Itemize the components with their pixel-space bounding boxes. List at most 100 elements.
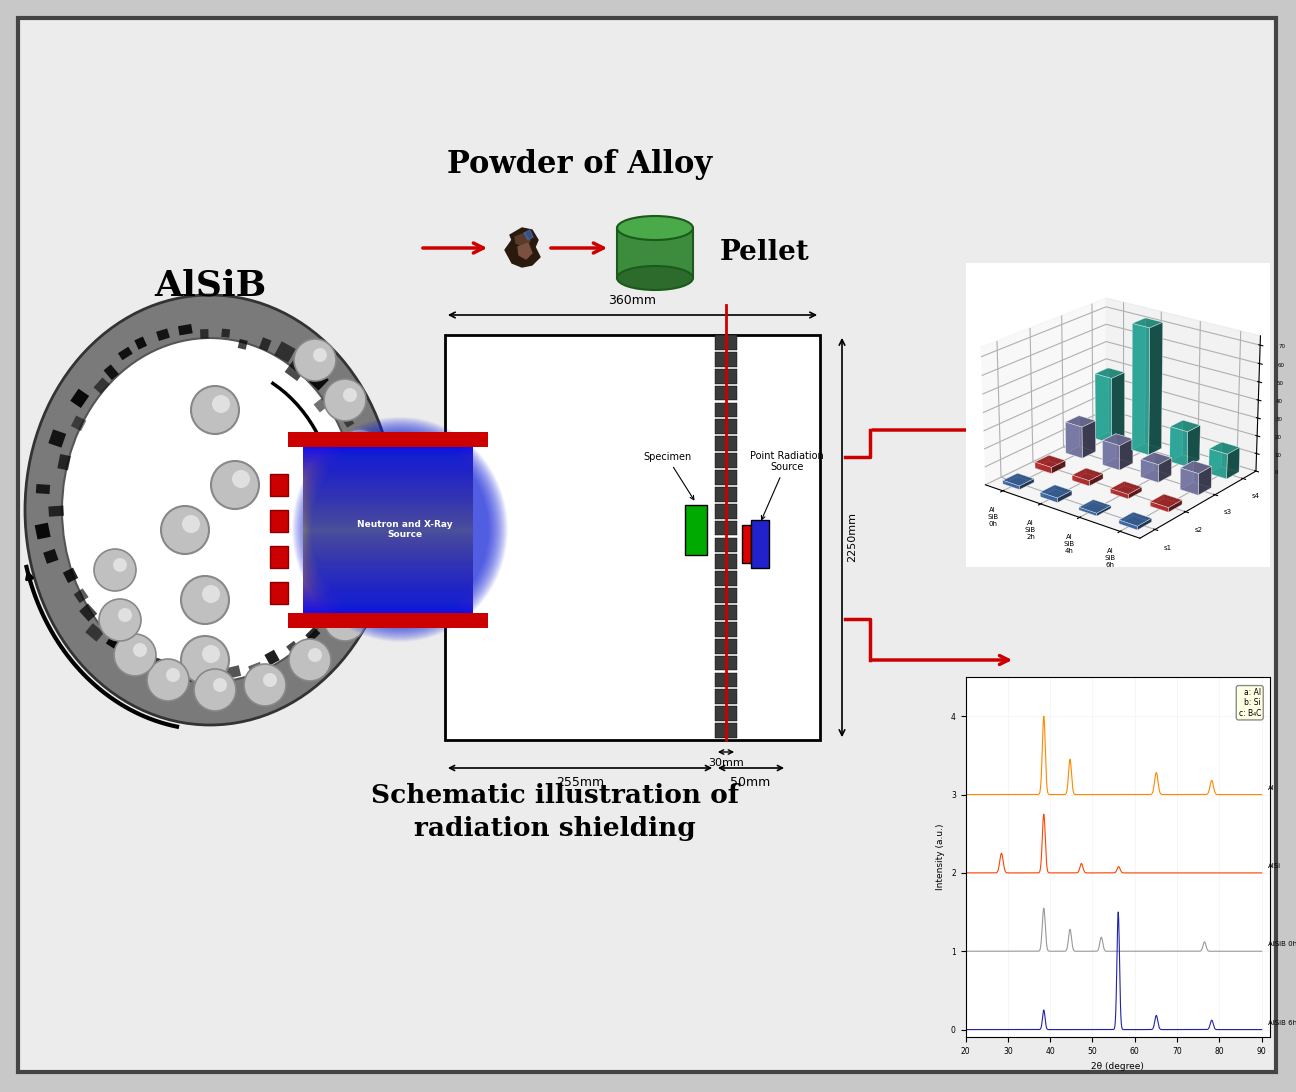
Bar (750, 521, 769, 568)
Ellipse shape (311, 436, 489, 622)
Bar (237, 339, 248, 349)
Circle shape (113, 558, 127, 572)
Bar (715, 537, 737, 553)
Bar (715, 385, 737, 401)
Bar (715, 470, 737, 485)
Bar (286, 641, 301, 656)
Bar (342, 505, 356, 515)
Bar (206, 670, 219, 685)
Circle shape (324, 379, 365, 422)
Text: 360mm: 360mm (609, 294, 657, 307)
Ellipse shape (297, 420, 504, 638)
Polygon shape (524, 230, 533, 240)
Text: AlSiB 0h: AlSiB 0h (1267, 941, 1296, 947)
Bar (715, 723, 737, 738)
Bar (285, 360, 306, 381)
Text: AlSiB 6h: AlSiB 6h (1267, 1020, 1296, 1025)
Ellipse shape (617, 266, 693, 290)
Bar (259, 337, 271, 352)
Polygon shape (515, 233, 530, 247)
Bar (715, 555, 737, 569)
Bar (222, 329, 231, 337)
Circle shape (146, 658, 189, 701)
Bar (306, 627, 320, 642)
Ellipse shape (301, 426, 499, 633)
Bar (715, 436, 737, 451)
Circle shape (181, 575, 229, 624)
Bar (715, 571, 737, 586)
Text: Point Radiation
Source: Point Radiation Source (750, 451, 824, 520)
Bar (336, 570, 347, 582)
Circle shape (289, 639, 330, 681)
Bar (715, 673, 737, 687)
Ellipse shape (310, 434, 491, 625)
Bar (715, 403, 737, 417)
Bar (275, 342, 295, 363)
Circle shape (191, 385, 238, 434)
Bar (104, 365, 119, 380)
Circle shape (365, 498, 380, 512)
Text: Pellet: Pellet (721, 238, 810, 265)
Bar (715, 453, 737, 468)
Circle shape (213, 395, 229, 413)
Bar (288, 432, 489, 448)
Circle shape (181, 515, 200, 533)
Circle shape (347, 489, 389, 531)
Ellipse shape (298, 423, 502, 636)
FancyBboxPatch shape (18, 17, 1277, 1072)
Circle shape (194, 669, 236, 711)
Circle shape (263, 673, 277, 687)
Bar (338, 547, 354, 562)
Ellipse shape (299, 424, 500, 634)
Circle shape (211, 461, 259, 509)
Circle shape (314, 348, 327, 363)
Ellipse shape (301, 425, 500, 633)
Circle shape (358, 558, 372, 572)
Text: Al: Al (1267, 785, 1275, 791)
Circle shape (343, 388, 356, 402)
Circle shape (358, 438, 372, 452)
Bar (715, 689, 737, 704)
Bar (715, 419, 737, 435)
Bar (715, 503, 737, 519)
Bar (319, 585, 337, 605)
Circle shape (308, 648, 321, 662)
Ellipse shape (297, 422, 503, 637)
Text: 30mm: 30mm (708, 758, 744, 768)
Bar (106, 636, 124, 652)
Text: AlSiB: AlSiB (154, 268, 266, 302)
Bar (166, 668, 179, 682)
Circle shape (343, 608, 356, 622)
Bar (264, 650, 280, 665)
Circle shape (340, 549, 381, 591)
Bar (187, 667, 198, 681)
Bar (359, 506, 373, 514)
Text: Powder of Alloy: Powder of Alloy (447, 150, 713, 180)
Bar (314, 399, 328, 413)
Bar (743, 525, 750, 563)
Circle shape (95, 549, 136, 591)
Text: Neutron and X-Ray
Source: Neutron and X-Ray Source (358, 520, 452, 539)
Ellipse shape (295, 420, 504, 639)
Bar (715, 621, 737, 637)
Bar (715, 335, 737, 349)
Bar (48, 429, 66, 448)
Ellipse shape (303, 428, 496, 631)
Bar (341, 412, 354, 428)
Bar (57, 454, 71, 471)
Bar (349, 456, 362, 472)
Circle shape (161, 506, 209, 554)
Bar (79, 603, 97, 621)
Bar (74, 589, 88, 603)
Ellipse shape (306, 431, 494, 628)
Circle shape (294, 339, 336, 381)
Ellipse shape (62, 339, 358, 682)
Circle shape (340, 429, 381, 471)
Bar (48, 506, 64, 517)
X-axis label: 2θ (degree): 2θ (degree) (1091, 1061, 1144, 1070)
Text: Schematic illustration of
radiation shielding: Schematic illustration of radiation shie… (371, 783, 739, 841)
Ellipse shape (293, 417, 508, 642)
Bar (146, 655, 162, 673)
Text: 50mm: 50mm (730, 776, 770, 790)
Bar (715, 605, 737, 620)
